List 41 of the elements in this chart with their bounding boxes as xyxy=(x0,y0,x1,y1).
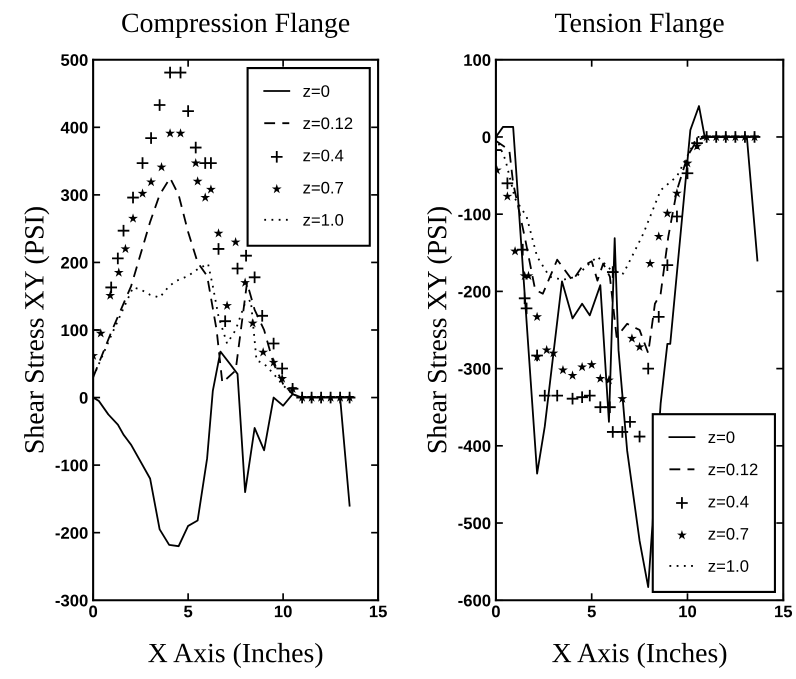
y-tick-label: -500 xyxy=(458,517,490,530)
x-tick-label: 15 xyxy=(370,606,387,618)
x-tick-label: 5 xyxy=(588,606,596,618)
y-tick-label: -400 xyxy=(458,440,490,452)
y-tick-label: -600 xyxy=(458,594,490,606)
x-tick-label: 0 xyxy=(89,606,98,618)
y-tick-label: 200 xyxy=(61,256,88,269)
legend-label: z=0.7 xyxy=(303,182,343,194)
y-tick-label: 100 xyxy=(464,54,490,66)
legend-label: z=0.12 xyxy=(303,117,352,130)
legend-label: z=0 xyxy=(708,431,734,444)
x-tick-label: 10 xyxy=(679,606,696,618)
y-tick-label: -100 xyxy=(458,208,490,220)
y-axis-title: Shear Stress XY (PSI) xyxy=(24,207,50,452)
legend-label: z=0 xyxy=(303,85,330,97)
y-tick-label: 400 xyxy=(60,122,88,134)
legend-label: z=1.0 xyxy=(708,560,748,572)
legend-label: z=1.0 xyxy=(303,214,344,226)
x-tick-label: 10 xyxy=(274,606,292,618)
legend-label: z=0.12 xyxy=(708,464,758,476)
y-tick-label: 0 xyxy=(482,131,490,144)
legend-label: z=0.4 xyxy=(303,150,344,162)
legend-label: z=0.7 xyxy=(708,528,748,540)
y-tick-label: -300 xyxy=(56,594,88,606)
legend-label: z=0.4 xyxy=(708,496,749,508)
y-tick-label: -100 xyxy=(56,460,88,472)
y-tick-label: -300 xyxy=(458,363,490,375)
chart-title: Tension Flange xyxy=(555,12,724,38)
y-tick-label: 100 xyxy=(62,324,88,336)
y-tick-label: -200 xyxy=(458,286,490,298)
x-tick-label: 15 xyxy=(775,606,792,618)
x-tick-label: 5 xyxy=(184,606,192,618)
y-axis-title: Shear Stress XY (PSI) xyxy=(426,207,452,452)
x-axis-title: X Axis (Inches) xyxy=(148,642,322,668)
y-tick-label: 0 xyxy=(80,392,88,404)
x-axis-title: X Axis (Inches) xyxy=(552,642,726,668)
x-tick-label: 0 xyxy=(492,606,500,618)
y-tick-label: 300 xyxy=(60,189,88,202)
y-tick-label: -200 xyxy=(56,527,88,539)
y-tick-label: 500 xyxy=(60,54,88,66)
chart-title: Compression Flange xyxy=(122,12,350,38)
